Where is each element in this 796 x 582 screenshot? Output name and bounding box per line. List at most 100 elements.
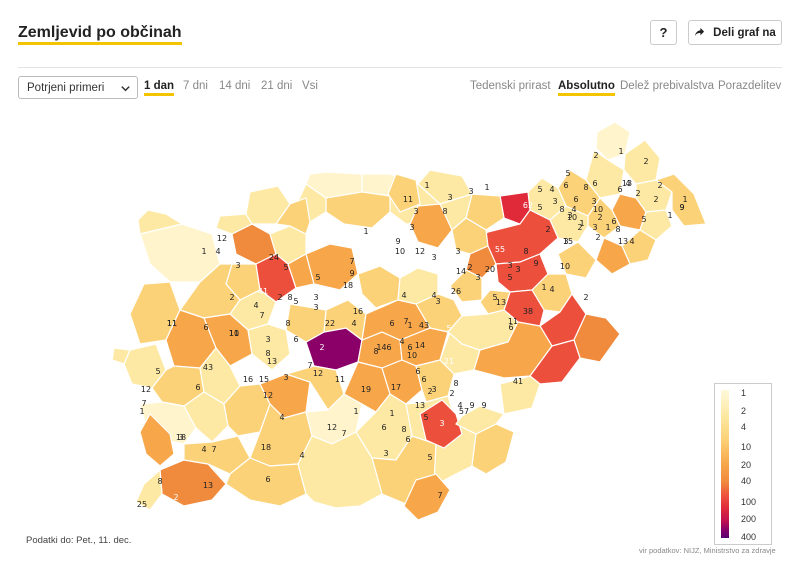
municipality-value: 3 <box>265 335 270 344</box>
municipality-value: 2 <box>229 293 234 302</box>
municipality-value: 2 <box>467 263 472 272</box>
municipality-value: 5 <box>446 324 451 333</box>
municipality-value: 22 <box>325 319 335 328</box>
municipality-value: 13 <box>415 401 425 410</box>
municipality-value: 12 <box>327 423 337 432</box>
municipality-value: 3 <box>447 193 452 202</box>
legend-tick: 20 <box>741 460 752 470</box>
municipality-value: 6 <box>508 323 513 332</box>
municipality-value: 1 <box>363 227 368 236</box>
share-button[interactable]: Deli graf na <box>688 20 782 45</box>
municipality-value: 3 <box>431 253 436 262</box>
municipality-value: 7 <box>341 429 346 438</box>
municipality-value: 21 <box>444 357 454 366</box>
municipality-value: 6 <box>381 423 386 432</box>
municipality-value: 10 <box>229 329 239 338</box>
municipality-value: 28 <box>423 255 433 264</box>
municipality-value: 8 <box>401 425 406 434</box>
municipality-value: 2 <box>484 375 489 384</box>
municipality-value: 1 <box>353 407 358 416</box>
municipality-value: 10 <box>567 213 577 222</box>
municipality-value: 5 <box>293 297 298 306</box>
metric-select[interactable]: Potrjeni primeri <box>18 76 138 99</box>
municipality-value: 2 <box>657 181 662 190</box>
municipality-value: 3 <box>591 197 596 206</box>
municipality-value: 5 <box>423 413 428 422</box>
municipality-value: 14 <box>456 267 466 276</box>
period-tab-vsi[interactable]: Vsi <box>302 80 318 92</box>
municipality-value: 9 <box>679 203 684 212</box>
municipality-value: 12 <box>313 369 323 378</box>
mode-tab-porazdelitev[interactable]: Porazdelitev <box>718 80 782 92</box>
legend-tick: 10 <box>741 442 752 452</box>
period-tab-1-dan[interactable]: 1 dan <box>144 79 175 96</box>
metric-select-value: Potrjeni primeri <box>27 81 105 94</box>
municipality-value: 4 <box>399 337 404 346</box>
municipality-value: 2 <box>577 223 582 232</box>
municipality-value: 3 <box>455 247 460 256</box>
municipality-value: 2 <box>597 213 602 222</box>
municipality-value: 6 <box>389 319 394 328</box>
municipality-value: 4 <box>215 247 220 256</box>
municipality-value: 7 <box>141 399 146 408</box>
municipality-value: 1 <box>579 219 584 228</box>
municipality-value: 8 <box>559 205 564 214</box>
period-tab-21-dni[interactable]: 21 dni <box>261 80 293 92</box>
municipality-value: 2 <box>583 293 588 302</box>
municipality-value: 11 <box>229 329 239 338</box>
municipality-value: 3 <box>178 433 183 442</box>
municipality-value: 13 <box>267 357 277 366</box>
municipality-value: 55 <box>495 245 505 254</box>
municipality-value: 2 <box>593 151 598 160</box>
municipality-value: 3 <box>413 207 418 216</box>
municipality-value: 8 <box>287 293 292 302</box>
municipality-value: 3 <box>552 197 557 206</box>
help-button[interactable]: ? <box>650 20 677 45</box>
mode-tab-delez-prebivalstva[interactable]: Delež prebivalstva <box>620 80 714 92</box>
municipality-map[interactable]: 1 2 2 4 2 13 2 1 6 5 6 8 6 2 9 5 4 6 3 3… <box>100 114 720 534</box>
mode-tab-absolutno[interactable]: Absolutno <box>558 79 615 96</box>
municipality-value: 1 <box>541 283 546 292</box>
municipality-value: 15 <box>563 237 573 246</box>
municipality-value: 3 <box>435 297 440 306</box>
period-tab-14-dni[interactable]: 14 dni <box>219 80 251 92</box>
municipality-value: 19 <box>361 385 371 394</box>
municipality-value: 41 <box>258 287 268 296</box>
municipality-labels: 1 2 2 4 2 13 2 1 6 5 6 8 6 2 9 5 4 6 3 3… <box>137 147 688 509</box>
municipality-value: 2 <box>653 195 658 204</box>
municipality-value: 5 <box>641 215 646 224</box>
municipality-value: 6 <box>203 323 208 332</box>
municipality-value: 9 <box>533 259 538 268</box>
municipality-value: 4 <box>401 291 406 300</box>
municipality-value: 18 <box>176 433 186 442</box>
municipality-value: 5 <box>507 273 512 282</box>
municipality-value: 10 <box>395 247 405 256</box>
mode-tab-tedenski-prirast[interactable]: Tedenski prirast <box>470 80 551 92</box>
municipality-value: 7 <box>437 491 442 500</box>
municipality-value: 2 <box>277 293 282 302</box>
municipality-value: 7 <box>349 257 354 266</box>
period-tab-7-dni[interactable]: 7 dni <box>183 80 208 92</box>
municipality-value: 5 <box>565 169 570 178</box>
municipality-value: 7 <box>259 311 264 320</box>
municipality-value: 9 <box>395 237 400 246</box>
municipality-value: 41 <box>513 377 523 386</box>
municipality-value: 7 <box>211 445 216 454</box>
municipality-value: 5 <box>315 273 320 282</box>
municipality-value: 6 <box>592 179 597 188</box>
municipality-value: 5 <box>537 203 542 212</box>
municipality-value: 5 <box>427 453 432 462</box>
municipality-value: 4 <box>351 319 356 328</box>
municipality-value: 3 <box>468 187 473 196</box>
municipality-value: 4 <box>299 451 304 460</box>
municipality-value: 4 <box>457 401 462 410</box>
municipality-value: 17 <box>391 383 401 392</box>
municipality-value: 5 <box>492 293 497 302</box>
color-scale-legend: 1 2 4 10 20 40 100 200 400 <box>714 383 772 545</box>
municipality-value: 13 <box>618 237 628 246</box>
municipality-value: 1 <box>389 409 394 418</box>
municipality-value: 2 <box>319 343 324 352</box>
municipality-value: 8 <box>523 247 528 256</box>
municipality-value: 6 <box>195 383 200 392</box>
municipality-value: 3 <box>383 449 388 458</box>
